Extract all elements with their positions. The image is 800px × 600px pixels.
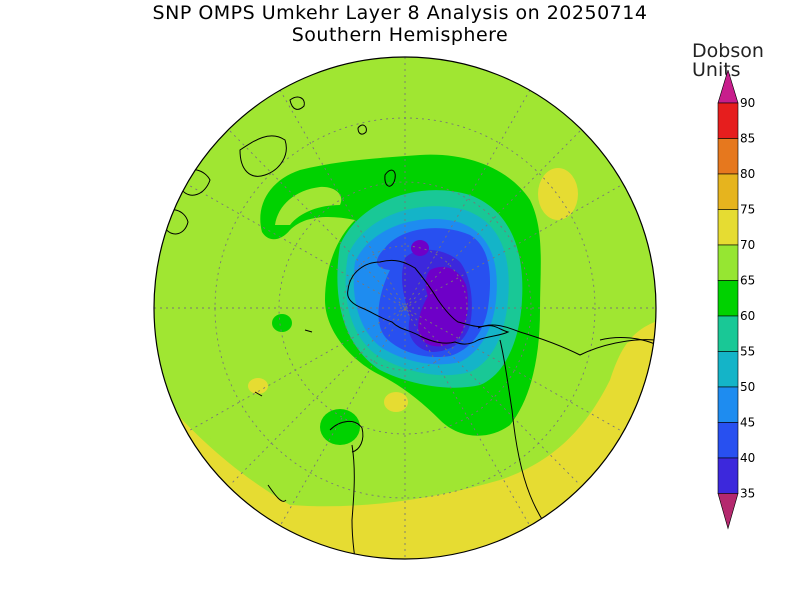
- map-border: [153, 56, 657, 560]
- legend-title-dobson: Dobson: [692, 40, 764, 62]
- colorbar-under-arrow: [717, 493, 739, 530]
- ozone-hole-green: [275, 186, 342, 225]
- colorbar-tick-label: 55: [740, 345, 755, 359]
- ozone-contour-70-75-inner: [200, 338, 640, 496]
- polar-ozone-map: [153, 56, 657, 560]
- colorbar-box: [717, 280, 739, 317]
- ozone-patch-62-b: [320, 409, 360, 445]
- map-gridlines: [154, 57, 656, 559]
- colorbar-tick-label: 40: [740, 451, 755, 465]
- colorbar-tick-label: 90: [740, 96, 755, 110]
- ozone-patch-72: [538, 168, 578, 220]
- colorbar-tick-label: 85: [740, 132, 755, 146]
- colorbar-box: [717, 244, 739, 281]
- colorbar-tick-label: 35: [740, 487, 755, 501]
- colorbar-labels: 35 40 45 50 55 60 65 70 75 80 85 90: [740, 96, 755, 501]
- ozone-patch-72-c: [384, 392, 408, 412]
- colorbar-box: [717, 386, 739, 423]
- colorbar-box: [717, 315, 739, 352]
- map-title: SNP OMPS Umkehr Layer 8 Analysis on 2025…: [152, 2, 648, 24]
- colorbar-tick-label: 75: [740, 203, 755, 217]
- colorbar-boxes: [717, 70, 739, 530]
- colorbar-box: [717, 138, 739, 175]
- colorbar-tick-label: 70: [740, 238, 755, 252]
- ozone-patch-72-b: [248, 378, 268, 394]
- colorbar-box: [717, 457, 739, 494]
- ozone-patch-62: [272, 314, 292, 332]
- colorbar-tick-label: 65: [740, 274, 755, 288]
- colorbar-tick-label: 45: [740, 416, 755, 430]
- colorbar-over-arrow: [717, 70, 739, 104]
- colorbar-tick-label: 50: [740, 380, 755, 394]
- colorbar-tick-label: 80: [740, 167, 755, 181]
- colorbar-box: [717, 209, 739, 246]
- colorbar-box: [717, 102, 739, 139]
- colorbar-box: [717, 173, 739, 210]
- colorbar-box: [717, 351, 739, 388]
- colorbar-box: [717, 422, 739, 459]
- colorbar: 35 40 45 50 55 60 65 70 75 80 85 90: [717, 70, 755, 530]
- map-subtitle: Southern Hemisphere: [291, 24, 509, 46]
- colorbar-tick-label: 60: [740, 309, 755, 323]
